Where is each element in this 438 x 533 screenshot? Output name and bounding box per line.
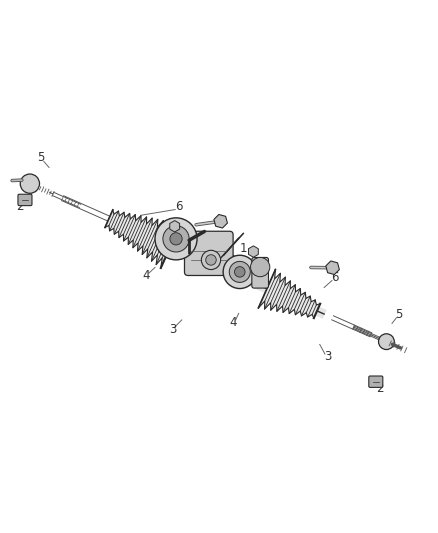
Text: 3: 3 [324,350,331,363]
Polygon shape [219,233,244,260]
Text: 6: 6 [175,200,183,213]
Circle shape [155,218,197,260]
FancyBboxPatch shape [18,194,32,206]
Polygon shape [105,210,180,268]
Polygon shape [258,270,320,318]
Text: 5: 5 [395,308,402,321]
Circle shape [223,255,256,288]
Circle shape [234,266,245,277]
Text: 4: 4 [230,316,237,329]
Text: 3: 3 [169,322,176,336]
Text: 6: 6 [331,271,339,284]
Text: 5: 5 [38,151,45,164]
Circle shape [163,225,189,252]
Circle shape [229,261,250,282]
Circle shape [20,174,39,193]
Text: 2: 2 [16,200,24,213]
Circle shape [170,233,182,245]
Circle shape [201,251,221,270]
FancyBboxPatch shape [184,231,233,276]
Text: 4: 4 [142,269,150,282]
FancyBboxPatch shape [369,376,383,387]
Circle shape [206,255,216,265]
Text: 2: 2 [376,382,384,395]
FancyBboxPatch shape [252,257,268,288]
Text: 1: 1 [239,241,247,255]
Circle shape [378,334,394,350]
Circle shape [251,257,270,277]
